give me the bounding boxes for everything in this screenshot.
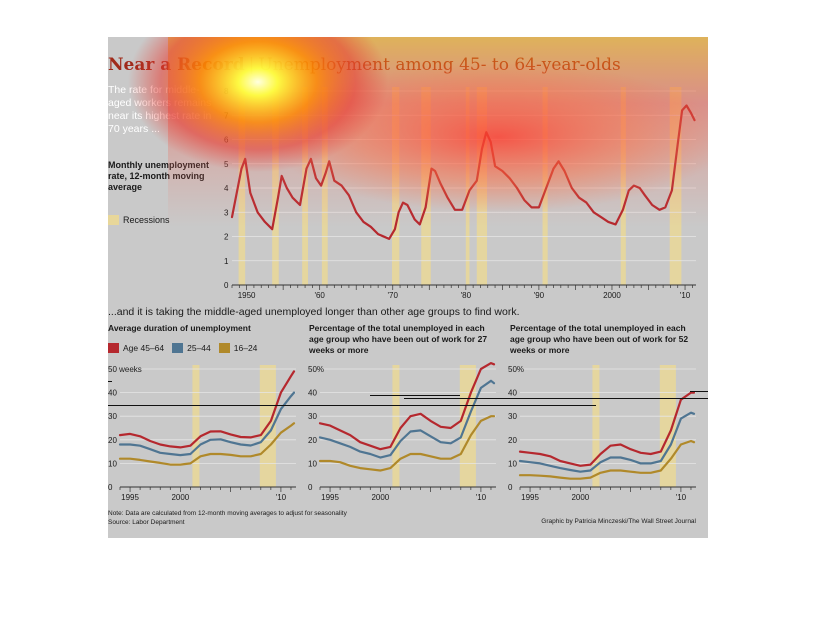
footer-note: Note: Data are calculated from 12-month … [108,510,347,517]
x-tick-label: '80 [461,291,472,300]
recession-band [476,87,488,285]
footer-notes: Note: Data are calculated from 12-month … [108,509,347,527]
main-unemployment-chart: 0 1 2 3 4 5 6 7 8 1950 '60 '70 '80 '90 2000 '10 [224,87,696,300]
pct52-chart-title: Percentage of the total unemployed in ea… [510,323,689,355]
mid-caption: ...and it is taking the middle-aged unem… [108,306,520,318]
recession-band [592,365,600,487]
y-tick-label: 50% [508,365,524,374]
stray-line [108,381,112,382]
legend-item-16-24: 16–24 [218,343,258,353]
legend-item-25-44: 25–44 [172,343,211,353]
series-line [518,411,696,473]
y-tick-label: 40 [508,389,517,398]
footer-credit: Graphic by Patricia Minczeski/The Wall S… [541,518,696,525]
recession-legend: Recessions [108,215,170,225]
legend-label-45-64: Age 45–64 [123,343,165,353]
pct27-chart-title: Percentage of the total unemployed in ea… [309,323,488,355]
series-line [118,422,296,466]
duration-chart-title: Average duration of unemployment [108,323,251,333]
series-line [118,391,296,457]
recession-swatch [108,215,119,225]
x-tick-label: 1995 [521,493,539,502]
x-tick-label: '10 [276,493,287,502]
recession-band [192,365,200,487]
y-tick-label: 30 [508,412,517,421]
series-line [518,439,696,480]
series-line [318,361,496,451]
recession-band [238,87,246,285]
stray-line [690,391,708,392]
x-tick-label: 1950 [238,291,256,300]
y-tick-label: 6 [224,136,229,145]
y-tick-label: 4 [224,184,229,193]
y-tick-label: 2 [224,233,229,242]
x-tick-label: '60 [314,291,325,300]
pct27-chart: 0 10 20 30 40 50% 1995 2000 '10 [308,361,496,502]
x-tick-label: '10 [680,291,691,300]
legend-label-16-24: 16–24 [233,343,258,353]
x-tick-label: 2000 [571,493,589,502]
series-line [118,370,296,449]
recession-band [459,365,476,487]
recession-band [392,365,400,487]
y-tick-label: 30 [108,412,117,421]
x-tick-label: '10 [676,493,687,502]
series-line [518,391,696,467]
y-tick-label: 0 [508,483,513,492]
y-tick-label: 20 [108,436,117,445]
recession-band [620,87,626,285]
legend-swatch-16-24 [218,343,230,353]
legend-label-25-44: 25–44 [187,343,211,353]
y-tick-label: 50 weeks [108,365,142,374]
series-legend: Age 45–64 25–44 16–24 [108,343,265,353]
footer-source: Source: Labor Department [108,519,185,526]
y-tick-label: 3 [224,208,229,217]
pct52-chart: 0 10 20 30 40 50% 1995 2000 '10 [508,365,696,502]
y-tick-label: 40 [108,389,117,398]
stray-line [370,395,460,396]
y-tick-label: 10 [108,459,117,468]
x-tick-label: '10 [476,493,487,502]
x-tick-label: 2000 [371,493,389,502]
recession-legend-label: Recessions [123,215,170,225]
y-tick-label: 0 [308,483,313,492]
recession-band [321,87,328,285]
legend-swatch-25-44 [172,343,184,353]
y-tick-label: 8 [224,87,229,96]
y-tick-label: 0 [224,281,229,290]
y-tick-label: 10 [308,459,317,468]
legend-swatch-45-64 [108,343,119,353]
recession-band [392,87,400,285]
recession-band [272,87,279,285]
series-line [318,379,496,459]
y-tick-label: 5 [224,160,229,169]
x-tick-label: 2000 [171,493,189,502]
y-tick-label: 20 [308,436,317,445]
y-tick-label: 40 [308,389,317,398]
recession-band [465,87,470,285]
duration-chart: 0 10 20 30 40 50 weeks 1995 2000 '10 [108,365,296,502]
y-tick-label: 0 [108,483,113,492]
stray-line [108,405,596,406]
y-tick-label: 7 [224,111,229,120]
y-tick-label: 10 [508,459,517,468]
chart-panel: Near a Record | Unemployment among 45- to … [108,37,708,538]
y-tick-label: 30 [308,412,317,421]
x-tick-label: '90 [534,291,545,300]
legend-item-45-64: Age 45–64 [108,343,164,353]
x-tick-label: 1995 [321,493,339,502]
x-tick-label: 1995 [121,493,139,502]
x-tick-label: '70 [388,291,399,300]
y-tick-label: 20 [508,436,517,445]
x-tick-label: 2000 [603,291,621,300]
stray-line [404,398,708,399]
y-tick-label: 50% [308,365,324,374]
series-line [318,415,496,472]
y-tick-label: 1 [224,257,229,266]
